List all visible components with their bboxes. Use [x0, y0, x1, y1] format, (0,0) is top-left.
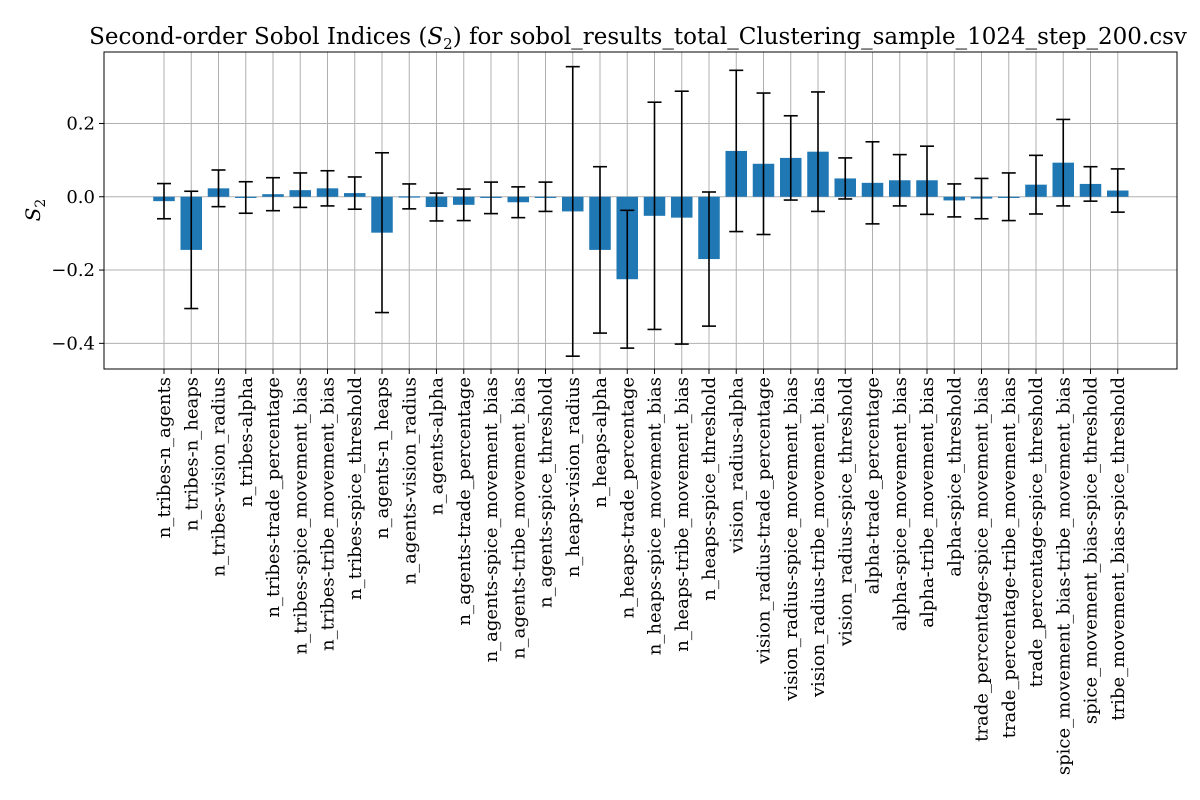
x-tick-label: n_heaps-spice_threshold	[699, 377, 720, 601]
x-tick-label: alpha-spice_threshold	[944, 377, 965, 577]
error-bar	[811, 91, 825, 213]
error-bar	[1083, 165, 1098, 202]
error-bar	[1029, 154, 1043, 215]
error-bar	[593, 165, 607, 334]
x-tick-label: n_agents-spice_movement_bias	[481, 377, 502, 662]
y-axis-label-subscript: 2	[33, 199, 49, 208]
error-bar	[647, 101, 662, 331]
x-tick-label: alpha-spice_movement_bias	[890, 377, 911, 631]
x-tick-label: vision_radius-trade_percentage	[754, 377, 775, 665]
x-tick-label: vision_radius-spice_threshold	[835, 377, 856, 647]
x-tick-label: alpha-tribe_movement_bias	[917, 377, 938, 628]
x-tick-label: trade_percentage-spice_movement_bias	[972, 377, 993, 742]
chart-title-symbol: S	[427, 24, 443, 50]
x-tick-label: n_tribes-tribe_movement_bias	[318, 377, 339, 651]
x-tick-label: n_agents-tribe_movement_bias	[508, 377, 529, 659]
error-bar	[892, 153, 907, 207]
error-bar	[456, 188, 471, 222]
x-tick-label: spice_movement_bias-spice_threshold	[1081, 377, 1102, 724]
x-tick-label: n_tribes-spice_movement_bias	[290, 377, 311, 654]
y-axis-label: S2	[21, 199, 49, 222]
x-axis-ticks: n_tribes-n_agents n_tribes-n_heaps n_tribe…	[154, 369, 1129, 775]
error-bar	[674, 90, 689, 345]
error-bar	[1110, 168, 1125, 213]
chart-title-suffix: ) for sobol_results_total_Clustering_sam…	[453, 24, 1187, 50]
x-tick-label: n_agents-trade_percentage	[454, 377, 475, 626]
x-tick-label: trade_percentage-tribe_movement_bias	[999, 377, 1020, 738]
x-tick-label: n_agents-vision_radius	[399, 377, 420, 584]
error-bar	[756, 92, 771, 236]
x-tick-label: n_agents-spice_threshold	[536, 377, 557, 608]
x-tick-label: n_tribes-trade_percentage	[263, 377, 284, 618]
chart-title-prefix: Second-order Sobol Indices (	[89, 24, 427, 50]
error-bar	[402, 183, 417, 210]
x-tick-label: n_heaps-spice_movement_bias	[645, 377, 666, 655]
x-tick-label: vision_radius-spice_movement_bias	[781, 377, 802, 702]
error-bar	[266, 176, 280, 212]
x-tick-label: vision_radius-alpha	[726, 377, 747, 554]
x-tick-label: tribe_movement_bias-spice_threshold	[1108, 377, 1129, 721]
x-tick-label: n_heaps-trade_percentage	[617, 377, 638, 618]
error-bar	[974, 177, 989, 220]
chart-title: Second-order Sobol Indices (S2) for sobo…	[89, 24, 1187, 53]
y-tick-label: 0.2	[66, 113, 95, 134]
x-tick-label: trade_percentage-spice_threshold	[1026, 377, 1047, 687]
error-bar	[865, 140, 880, 225]
error-bar	[920, 145, 934, 216]
error-bar	[511, 186, 526, 219]
x-tick-label: n_tribes-n_heaps	[181, 377, 202, 531]
x-tick-label: vision_radius-tribe_movement_bias	[808, 377, 829, 698]
error-bar	[293, 172, 308, 209]
error-bar	[347, 176, 362, 211]
error-bar	[211, 169, 226, 208]
error-bars	[157, 65, 1125, 357]
error-bar	[729, 69, 744, 233]
grid-lines	[104, 52, 1177, 369]
x-tick-label: n_heaps-vision_radius	[563, 377, 584, 577]
x-tick-label: n_agents-alpha	[427, 377, 448, 515]
x-tick-label: n_agents-n_heaps	[372, 377, 393, 539]
error-bar	[565, 65, 580, 357]
y-tick-label: −0.2	[51, 260, 95, 281]
error-bar	[620, 209, 635, 349]
x-tick-label: n_tribes-n_agents	[154, 377, 175, 538]
error-bar	[783, 114, 798, 201]
y-tick-label: 0.0	[66, 187, 95, 208]
error-bar	[238, 180, 253, 215]
error-bar	[1056, 118, 1071, 207]
error-bar	[1001, 172, 1016, 222]
error-bar	[538, 181, 553, 213]
error-bar	[702, 191, 716, 327]
x-tick-label: n_heaps-tribe_movement_bias	[672, 377, 693, 652]
y-tick-label: −0.4	[51, 333, 95, 354]
plot-area-frame	[103, 51, 1178, 370]
x-tick-label: n_tribes-alpha	[236, 377, 257, 507]
x-tick-label: spice_movement_bias-tribe_movement_bias	[1053, 377, 1074, 775]
chart-title-subscript: 2	[443, 35, 453, 53]
x-tick-label: n_tribes-spice_threshold	[345, 377, 366, 600]
error-bar	[429, 192, 444, 222]
y-axis-ticks: −0.4 −0.2 0.0 0.2	[51, 113, 104, 354]
error-bar	[184, 190, 199, 310]
error-bar	[838, 157, 853, 200]
error-bar	[375, 151, 389, 314]
y-axis-label-symbol: S	[21, 208, 45, 222]
x-tick-label: n_tribes-vision_radius	[209, 377, 230, 576]
x-tick-label: alpha-trade_percentage	[863, 377, 884, 594]
x-tick-label: n_heaps-alpha	[590, 377, 611, 508]
error-bar	[947, 183, 962, 218]
error-bar	[157, 182, 171, 220]
error-bar	[320, 169, 335, 207]
error-bar	[484, 181, 498, 215]
